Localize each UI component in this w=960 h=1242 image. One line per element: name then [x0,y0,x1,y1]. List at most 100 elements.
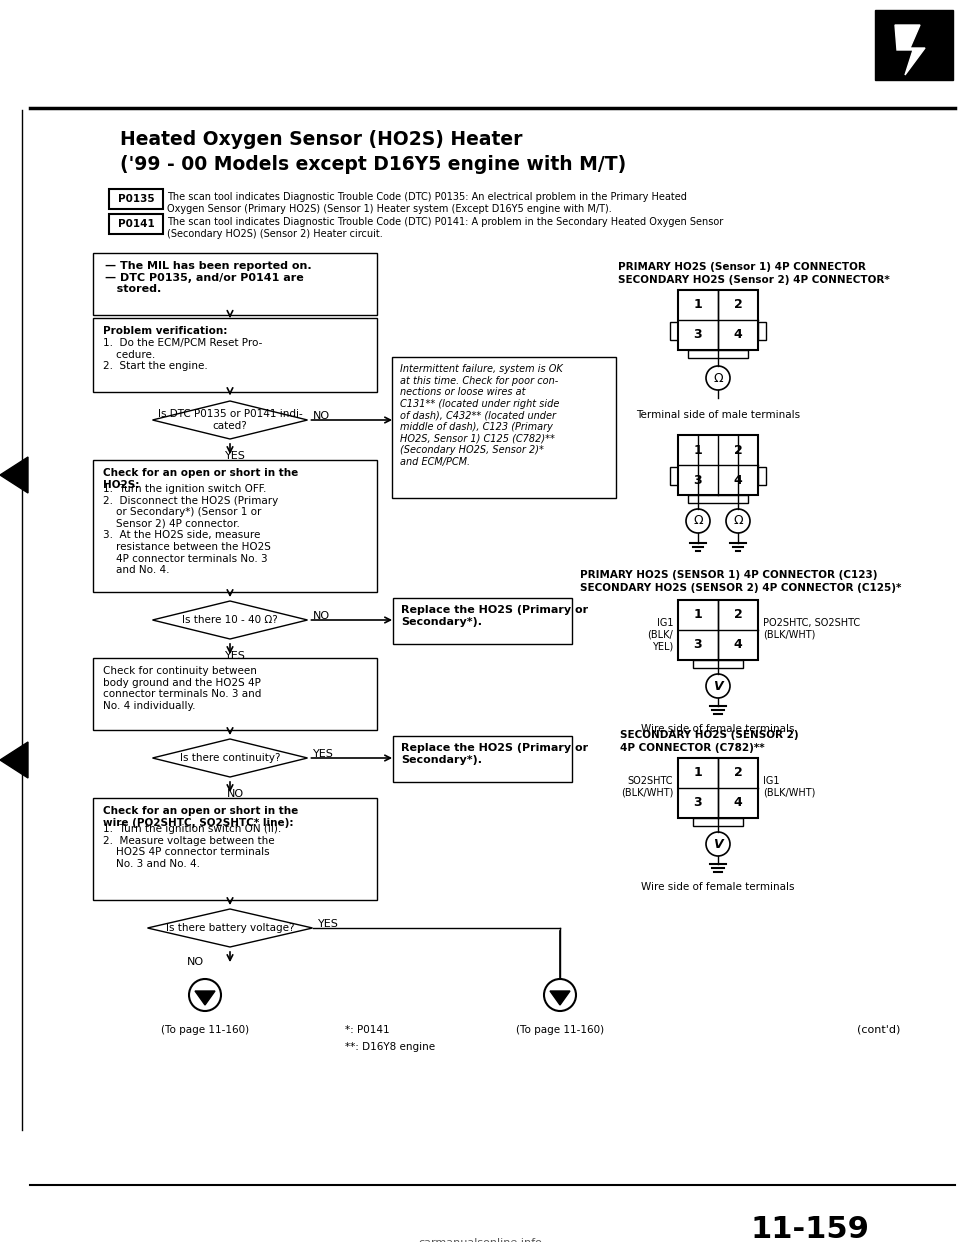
FancyBboxPatch shape [93,460,377,592]
FancyBboxPatch shape [875,10,953,79]
Text: SECONDARY HO2S (SENSOR 2) 4P CONNECTOR (C125)*: SECONDARY HO2S (SENSOR 2) 4P CONNECTOR (… [580,582,901,592]
Circle shape [706,674,730,698]
Circle shape [726,509,750,533]
Text: 3: 3 [694,473,703,487]
FancyBboxPatch shape [678,758,758,818]
Circle shape [544,979,576,1011]
Text: PRIMARY HO2S (Sensor 1) 4P CONNECTOR: PRIMARY HO2S (Sensor 1) 4P CONNECTOR [618,262,866,272]
FancyBboxPatch shape [393,737,572,782]
Text: 1: 1 [694,609,703,621]
Text: — The MIL has been reported on.
— DTC P0135, and/or P0141 are
   stored.: — The MIL has been reported on. — DTC P0… [105,261,312,294]
Text: SECONDARY HO2S (Sensor 2) 4P CONNECTOR*: SECONDARY HO2S (Sensor 2) 4P CONNECTOR* [618,274,890,284]
Text: Check for continuity between
body ground and the HO2S 4P
connector terminals No.: Check for continuity between body ground… [103,666,261,710]
Text: V: V [713,679,723,693]
Text: carmanualsonline.info: carmanualsonline.info [418,1238,542,1242]
Text: Heated Oxygen Sensor (HO2S) Heater: Heated Oxygen Sensor (HO2S) Heater [120,130,522,149]
Text: 1: 1 [694,298,703,312]
Text: (To page 11-160): (To page 11-160) [161,1025,249,1035]
Text: 2: 2 [733,443,742,457]
FancyBboxPatch shape [93,799,377,900]
Text: P0135: P0135 [118,194,155,204]
Text: 4P CONNECTOR (C782)**: 4P CONNECTOR (C782)** [620,743,764,753]
Text: 2: 2 [733,609,742,621]
Text: PRIMARY HO2S (SENSOR 1) 4P CONNECTOR (C123): PRIMARY HO2S (SENSOR 1) 4P CONNECTOR (C1… [580,570,877,580]
Text: P0141: P0141 [118,219,155,229]
Polygon shape [153,739,307,777]
Text: YES: YES [313,749,333,759]
Text: ('99 - 00 Models except D16Y5 engine with M/T): ('99 - 00 Models except D16Y5 engine wit… [120,155,626,174]
FancyBboxPatch shape [758,467,766,484]
FancyBboxPatch shape [93,658,377,730]
Text: Intermittent failure, system is OK
at this time. Check for poor con-
nections or: Intermittent failure, system is OK at th… [400,364,563,467]
FancyBboxPatch shape [670,467,678,484]
Text: 1: 1 [694,766,703,780]
FancyBboxPatch shape [109,189,163,209]
Text: Is DTC P0135 or P0141 indi-
cated?: Is DTC P0135 or P0141 indi- cated? [157,409,302,431]
FancyBboxPatch shape [393,597,572,645]
Text: 3: 3 [694,638,703,652]
Text: YES: YES [225,651,246,661]
Polygon shape [550,991,570,1005]
Text: 1: 1 [694,443,703,457]
Text: SECONDARY HO2S (SENSOR 2): SECONDARY HO2S (SENSOR 2) [620,730,799,740]
Text: PO2SHTC, SO2SHTC
(BLK/WHT): PO2SHTC, SO2SHTC (BLK/WHT) [763,619,860,640]
Text: SO2SHTC
(BLK/WHT): SO2SHTC (BLK/WHT) [620,776,673,797]
Text: V: V [713,837,723,851]
Text: 4: 4 [733,473,742,487]
Text: 11-159: 11-159 [751,1215,870,1242]
Text: Ω: Ω [713,371,723,385]
Circle shape [706,832,730,856]
Polygon shape [195,991,215,1005]
FancyBboxPatch shape [93,318,377,392]
Text: *: P0141: *: P0141 [345,1025,390,1035]
Text: YES: YES [318,919,338,929]
Polygon shape [153,601,307,638]
Text: 4: 4 [733,796,742,810]
FancyBboxPatch shape [392,356,616,498]
Text: Ω: Ω [733,514,743,528]
Text: NO: NO [227,789,244,799]
Text: NO: NO [313,411,329,421]
Text: 4: 4 [733,328,742,342]
FancyBboxPatch shape [109,214,163,233]
FancyBboxPatch shape [93,253,377,315]
Text: Is there continuity?: Is there continuity? [180,753,280,763]
FancyBboxPatch shape [693,818,743,826]
FancyBboxPatch shape [670,322,678,340]
Text: IG1
(BLK/WHT): IG1 (BLK/WHT) [763,776,815,797]
Text: 4: 4 [733,638,742,652]
Text: 3: 3 [694,328,703,342]
Text: 2: 2 [733,298,742,312]
Text: **: D16Y8 engine: **: D16Y8 engine [345,1042,435,1052]
Text: NO: NO [186,958,204,968]
Polygon shape [0,741,28,777]
Text: Wire side of female terminals: Wire side of female terminals [641,882,795,892]
FancyBboxPatch shape [693,660,743,668]
FancyBboxPatch shape [678,289,758,350]
Text: Is there battery voltage?: Is there battery voltage? [166,923,295,933]
FancyBboxPatch shape [678,435,758,496]
Text: Check for an open or short in the
wire (PO2SHTC, SO2SHTC* line):: Check for an open or short in the wire (… [103,806,299,827]
Circle shape [686,509,710,533]
Text: Wire side of female terminals: Wire side of female terminals [641,724,795,734]
Text: YES: YES [225,451,246,461]
FancyBboxPatch shape [688,496,748,503]
Text: The scan tool indicates Diagnostic Trouble Code (DTC) P0135: An electrical probl: The scan tool indicates Diagnostic Troub… [167,193,686,214]
Text: Problem verification:: Problem verification: [103,325,228,337]
Circle shape [706,366,730,390]
Text: 1.  Do the ECM/PCM Reset Pro-
    cedure.
2.  Start the engine.: 1. Do the ECM/PCM Reset Pro- cedure. 2. … [103,338,262,371]
FancyBboxPatch shape [758,322,766,340]
Text: (To page 11-160): (To page 11-160) [516,1025,604,1035]
Text: 1.  Turn the ignition switch OFF.
2.  Disconnect the HO2S (Primary
    or Second: 1. Turn the ignition switch OFF. 2. Disc… [103,484,278,575]
Polygon shape [148,909,313,946]
FancyBboxPatch shape [688,350,748,358]
Circle shape [189,979,221,1011]
Text: Is there 10 - 40 Ω?: Is there 10 - 40 Ω? [182,615,277,625]
Text: Check for an open or short in the
HO2S:: Check for an open or short in the HO2S: [103,468,299,489]
Text: 1.  Turn the ignition switch ON (II).
2.  Measure voltage between the
    HO2S 4: 1. Turn the ignition switch ON (II). 2. … [103,823,281,869]
Text: Terminal side of male terminals: Terminal side of male terminals [636,410,800,420]
Text: Replace the HO2S (Primary or
Secondary*).: Replace the HO2S (Primary or Secondary*)… [401,743,588,765]
FancyBboxPatch shape [678,600,758,660]
Text: NO: NO [313,611,329,621]
Text: Replace the HO2S (Primary or
Secondary*).: Replace the HO2S (Primary or Secondary*)… [401,605,588,627]
